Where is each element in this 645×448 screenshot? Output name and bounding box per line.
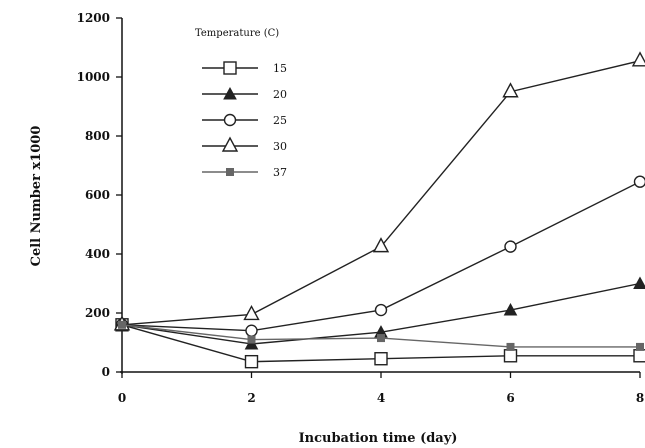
series-layer bbox=[113, 51, 645, 369]
data-point bbox=[633, 276, 645, 289]
chart-axes: 0 200 400 600 800 1000 1200 0 2 4 6 8 bbox=[77, 11, 645, 405]
legend-entry: 37 bbox=[202, 166, 287, 179]
data-point bbox=[374, 303, 388, 317]
legend-title: Temperature (C) bbox=[195, 28, 279, 39]
data-point bbox=[633, 349, 645, 363]
legend: Temperature (C) 15 20 25 30 37 bbox=[195, 28, 287, 179]
legend-entry: 30 bbox=[202, 136, 287, 153]
y-tick-label: 1000 bbox=[77, 70, 110, 84]
series-25 bbox=[115, 175, 645, 337]
y-tick-label: 600 bbox=[85, 188, 110, 202]
data-point bbox=[223, 86, 237, 100]
x-tick-label: 4 bbox=[377, 391, 385, 405]
y-tick-label: 1200 bbox=[77, 11, 110, 25]
y-tick-label: 0 bbox=[102, 365, 110, 379]
data-point bbox=[223, 113, 237, 127]
data-point bbox=[631, 51, 645, 67]
x-tick-label: 0 bbox=[118, 391, 126, 405]
data-point bbox=[374, 352, 388, 366]
data-point bbox=[118, 320, 126, 329]
data-point bbox=[503, 349, 518, 363]
data-point bbox=[503, 303, 518, 316]
data-point bbox=[244, 354, 259, 369]
x-tick-label: 6 bbox=[506, 391, 514, 405]
y-tick-label: 800 bbox=[85, 129, 110, 143]
data-point bbox=[245, 324, 258, 337]
legend-entry: 15 bbox=[202, 61, 287, 75]
legend-label: 30 bbox=[273, 140, 287, 153]
legend-label: 37 bbox=[273, 166, 287, 179]
legend-label: 25 bbox=[273, 114, 287, 127]
x-axis-title: Incubation time (day) bbox=[299, 431, 458, 446]
y-tick-label: 200 bbox=[85, 306, 110, 320]
data-point bbox=[502, 82, 519, 98]
data-point bbox=[223, 61, 237, 75]
x-tick-label: 2 bbox=[247, 391, 255, 405]
legend-label: 15 bbox=[273, 62, 287, 75]
y-axis-title: Cell Number x1000 bbox=[29, 126, 44, 267]
data-point bbox=[226, 168, 234, 176]
legend-label: 20 bbox=[273, 88, 287, 101]
series-30 bbox=[113, 51, 645, 331]
series-37 bbox=[118, 320, 644, 351]
data-point bbox=[372, 237, 390, 253]
y-tick-label: 400 bbox=[85, 247, 110, 261]
data-point bbox=[243, 304, 260, 321]
data-point bbox=[636, 342, 644, 351]
series-line bbox=[121, 60, 641, 326]
data-point bbox=[504, 240, 517, 253]
legend-entry: 25 bbox=[202, 113, 287, 127]
data-point bbox=[221, 136, 239, 152]
data-point bbox=[633, 175, 645, 188]
data-point bbox=[506, 342, 515, 351]
x-tick-label: 8 bbox=[636, 391, 644, 405]
data-point bbox=[377, 334, 385, 343]
legend-entry: 20 bbox=[202, 86, 287, 101]
data-point bbox=[247, 335, 256, 344]
